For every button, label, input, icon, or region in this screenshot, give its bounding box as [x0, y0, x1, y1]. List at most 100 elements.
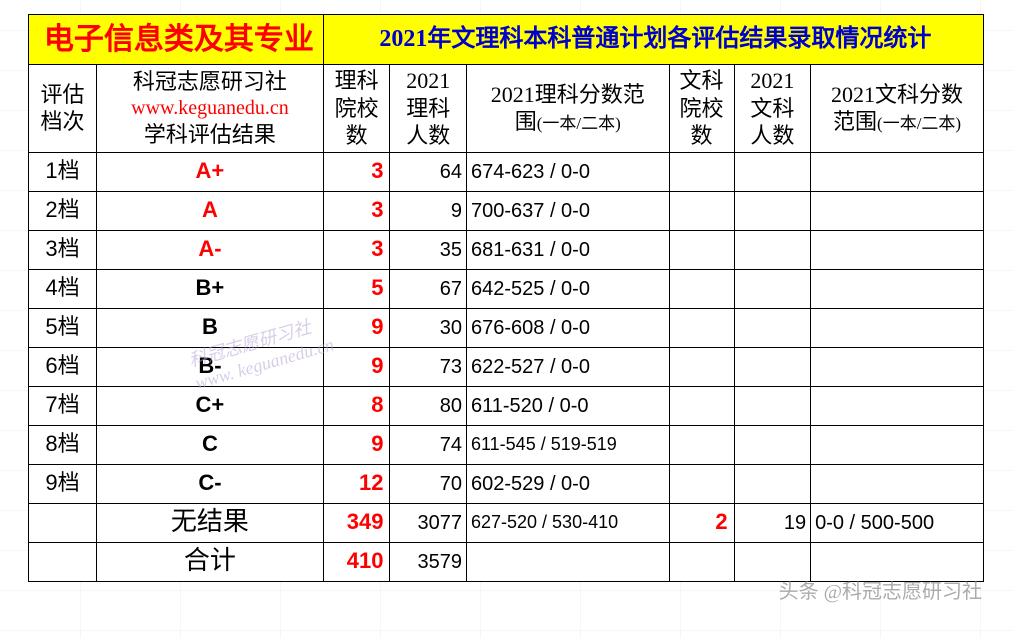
cell-grade: 无结果 — [97, 503, 324, 542]
cell-level: 9档 — [29, 464, 97, 503]
cell-art-schools — [669, 542, 734, 581]
cell-art-schools — [669, 464, 734, 503]
cell-art-range — [811, 269, 984, 308]
cell-sci-range: 611-520 / 0-0 — [466, 386, 669, 425]
cell-sci-people: 3077 — [390, 503, 467, 542]
cell-grade: B- — [97, 347, 324, 386]
cell-art-schools — [669, 269, 734, 308]
cell-level: 6档 — [29, 347, 97, 386]
cell-sci-people: 73 — [390, 347, 467, 386]
cell-sci-schools: 9 — [323, 347, 390, 386]
hdr-level: 评估档次 — [29, 65, 97, 153]
cell-sci-people: 3579 — [390, 542, 467, 581]
cell-art-range — [811, 347, 984, 386]
cell-sci-schools: 9 — [323, 308, 390, 347]
data-table-container: 电子信息类及其专业 2021年文理科本科普通计划各评估结果录取情况统计 评估档次… — [28, 14, 984, 582]
cell-art-range — [811, 308, 984, 347]
cell-level: 5档 — [29, 308, 97, 347]
cell-sci-range: 642-525 / 0-0 — [466, 269, 669, 308]
table-row: 7档C+880611-520 / 0-0 — [29, 386, 984, 425]
cell-art-people — [734, 347, 811, 386]
cell-sci-people: 67 — [390, 269, 467, 308]
cell-art-people — [734, 386, 811, 425]
title-left-cell: 电子信息类及其专业 — [29, 15, 324, 65]
cell-art-people — [734, 425, 811, 464]
cell-art-range — [811, 191, 984, 230]
cell-grade: A — [97, 191, 324, 230]
cell-sci-people: 70 — [390, 464, 467, 503]
table-row: 6档B-973622-527 / 0-0 — [29, 347, 984, 386]
cell-art-schools — [669, 230, 734, 269]
cell-grade: A+ — [97, 152, 324, 191]
cell-sci-people: 80 — [390, 386, 467, 425]
cell-art-schools — [669, 386, 734, 425]
cell-level: 3档 — [29, 230, 97, 269]
cell-art-people — [734, 191, 811, 230]
cell-level — [29, 503, 97, 542]
cell-sci-people: 35 — [390, 230, 467, 269]
hdr-art-schools: 文科院校数 — [669, 65, 734, 153]
cell-sci-range: 700-637 / 0-0 — [466, 191, 669, 230]
cell-art-people: 19 — [734, 503, 811, 542]
hdr-grade-l1: 科冠志愿研习社 — [101, 68, 319, 96]
cell-grade: C — [97, 425, 324, 464]
cell-sci-range: 676-608 / 0-0 — [466, 308, 669, 347]
cell-sci-schools: 5 — [323, 269, 390, 308]
cell-sci-people: 64 — [390, 152, 467, 191]
cell-sci-range: 602-529 / 0-0 — [466, 464, 669, 503]
hdr-grade-link: www.keguanedu.cn — [101, 96, 319, 121]
cell-level: 4档 — [29, 269, 97, 308]
hdr-art-range: 2021文科分数范围(一本/二本) — [811, 65, 984, 153]
table-row: 3档A-335681-631 / 0-0 — [29, 230, 984, 269]
table-row: 1档A+364674-623 / 0-0 — [29, 152, 984, 191]
cell-level: 8档 — [29, 425, 97, 464]
hdr-grade-l3: 学科评估结果 — [101, 121, 319, 149]
cell-art-schools — [669, 308, 734, 347]
cell-level — [29, 542, 97, 581]
cell-sci-schools: 410 — [323, 542, 390, 581]
cell-sci-schools: 9 — [323, 425, 390, 464]
cell-art-people — [734, 152, 811, 191]
cell-grade: A- — [97, 230, 324, 269]
hdr-art-range-sub: (一本/二本) — [877, 114, 961, 133]
cell-art-range — [811, 230, 984, 269]
cell-grade: B+ — [97, 269, 324, 308]
cell-grade: B — [97, 308, 324, 347]
cell-sci-schools: 349 — [323, 503, 390, 542]
cell-grade: 合计 — [97, 542, 324, 581]
title-row: 电子信息类及其专业 2021年文理科本科普通计划各评估结果录取情况统计 — [29, 15, 984, 65]
cell-sci-schools: 3 — [323, 191, 390, 230]
cell-sci-people: 9 — [390, 191, 467, 230]
hdr-grade: 科冠志愿研习社 www.keguanedu.cn 学科评估结果 — [97, 65, 324, 153]
cell-art-range — [811, 386, 984, 425]
cell-sci-people: 30 — [390, 308, 467, 347]
cell-art-schools — [669, 347, 734, 386]
cell-sci-range: 674-623 / 0-0 — [466, 152, 669, 191]
table-row: 2档A39700-637 / 0-0 — [29, 191, 984, 230]
table-row: 8档C974611-545 / 519-519 — [29, 425, 984, 464]
cell-grade: C- — [97, 464, 324, 503]
footer-attribution: 头条 @科冠志愿研习社 — [779, 575, 982, 604]
table-row: 5档B930676-608 / 0-0 — [29, 308, 984, 347]
hdr-sci-range-sub: (一本/二本) — [537, 114, 621, 133]
cell-sci-schools: 3 — [323, 152, 390, 191]
hdr-art-people: 2021文科人数 — [734, 65, 811, 153]
cell-art-range — [811, 152, 984, 191]
cell-sci-schools: 12 — [323, 464, 390, 503]
title-right-cell: 2021年文理科本科普通计划各评估结果录取情况统计 — [323, 15, 983, 65]
cell-art-people — [734, 230, 811, 269]
table-row: 9档C-1270602-529 / 0-0 — [29, 464, 984, 503]
hdr-sci-range: 2021理科分数范围(一本/二本) — [466, 65, 669, 153]
cell-sci-range: 681-631 / 0-0 — [466, 230, 669, 269]
cell-art-schools — [669, 152, 734, 191]
cell-sci-people: 74 — [390, 425, 467, 464]
admission-stats-table: 电子信息类及其专业 2021年文理科本科普通计划各评估结果录取情况统计 评估档次… — [28, 14, 984, 582]
cell-art-people — [734, 308, 811, 347]
cell-art-people — [734, 269, 811, 308]
cell-grade: C+ — [97, 386, 324, 425]
hdr-sci-schools: 理科院校数 — [323, 65, 390, 153]
cell-art-people — [734, 464, 811, 503]
cell-sci-schools: 3 — [323, 230, 390, 269]
cell-level: 1档 — [29, 152, 97, 191]
cell-sci-range — [466, 542, 669, 581]
